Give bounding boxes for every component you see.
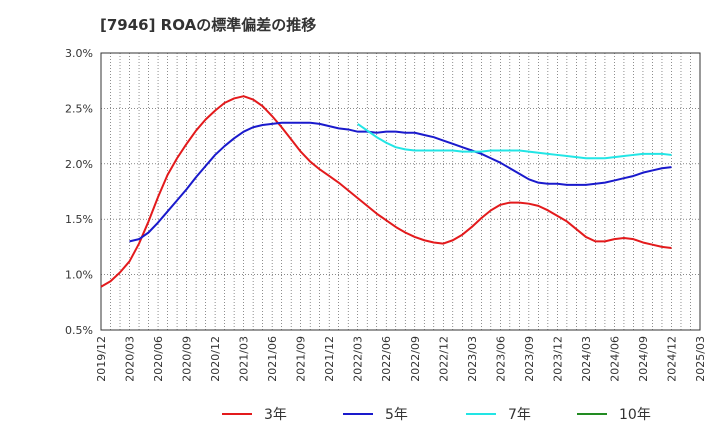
x-tick-label: 2022/03 <box>352 336 365 382</box>
plot-border <box>100 52 701 331</box>
x-tick-label: 2020/09 <box>181 336 194 382</box>
x-tick-label: 2023/03 <box>466 336 479 382</box>
y-tick-label: 1.5% <box>65 213 93 226</box>
legend-label: 10年 <box>619 407 651 423</box>
x-tick-label: 2023/12 <box>551 336 564 382</box>
y-tick-label: 1.0% <box>65 269 93 282</box>
y-tick-label: 2.5% <box>65 102 93 115</box>
x-tick-label: 2021/06 <box>266 336 279 382</box>
chart-title: [7946] ROAの標準偏差の推移 <box>100 16 317 34</box>
x-tick-label: 2024/03 <box>580 336 593 382</box>
y-axis-ticks: 0.5% 1.0% 1.5% 2.0% 2.5% 3.0% <box>65 47 93 337</box>
x-tick-label: 2020/03 <box>124 336 137 382</box>
plot-frame <box>100 52 701 331</box>
legend: 3年 5年 7年 10年 <box>222 407 651 423</box>
x-tick-label: 2021/09 <box>295 336 308 382</box>
x-tick-label: 2024/06 <box>608 336 621 382</box>
series-line-3年 <box>100 95 672 288</box>
series-lines <box>100 95 672 288</box>
x-tick-label: 2022/06 <box>380 336 393 382</box>
y-tick-label: 3.0% <box>65 47 93 60</box>
x-tick-label: 2023/06 <box>494 336 507 382</box>
series-line-7年 <box>357 123 672 160</box>
x-axis-ticks: 2019/12 2020/03 2020/06 2020/09 2020/12 2021/… <box>95 336 707 382</box>
legend-label: 5年 <box>385 407 408 423</box>
x-tick-label: 2022/12 <box>437 336 450 382</box>
x-tick-label: 2020/12 <box>209 336 222 382</box>
x-tick-label: 2020/06 <box>152 336 165 382</box>
x-tick-label: 2019/12 <box>95 336 108 382</box>
x-tick-label: 2022/09 <box>409 336 422 382</box>
x-tick-label: 2024/12 <box>665 336 678 382</box>
x-tick-label: 2024/09 <box>637 336 650 382</box>
legend-label: 7年 <box>508 407 531 423</box>
x-tick-label: 2025/03 <box>694 336 707 382</box>
y-tick-label: 0.5% <box>65 324 93 337</box>
y-tick-label: 2.0% <box>65 158 93 171</box>
x-tick-label: 2021/12 <box>323 336 336 382</box>
series-line-5年 <box>129 121 672 243</box>
x-tick-label: 2021/03 <box>238 336 251 382</box>
legend-label: 3年 <box>264 407 287 423</box>
x-tick-label: 2023/09 <box>523 336 536 382</box>
